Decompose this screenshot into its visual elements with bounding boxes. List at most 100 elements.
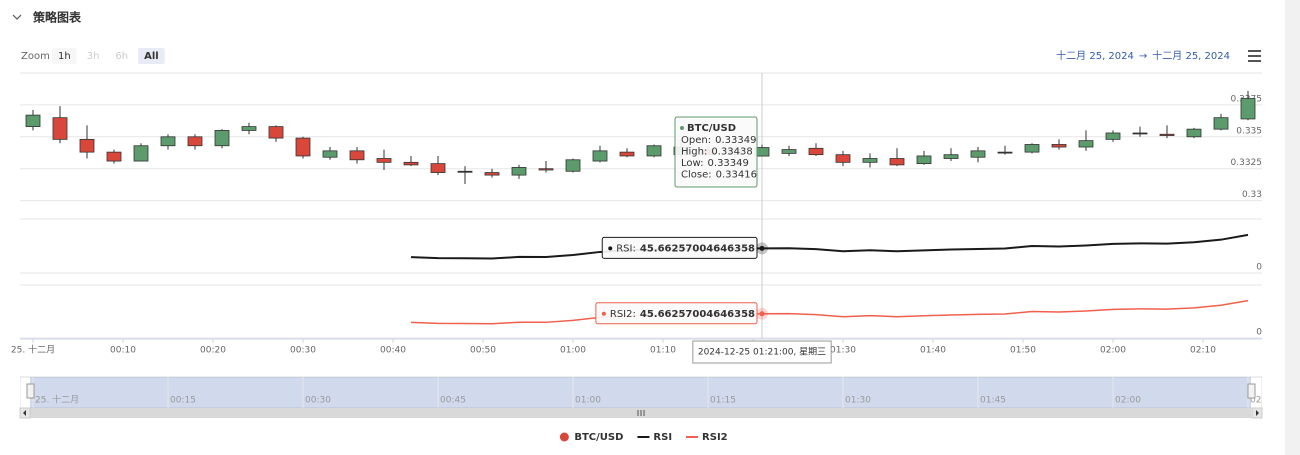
hover-marker xyxy=(759,311,765,317)
tooltip-sep: : xyxy=(632,309,635,320)
navigator-label: 01:00 xyxy=(575,396,601,406)
tooltip-row: Open: 0.33349 xyxy=(681,135,756,146)
tooltip-box xyxy=(601,236,758,259)
zoom-button-label[interactable]: 1h xyxy=(58,51,71,62)
tooltip-value: 45.66257004646358 xyxy=(640,309,755,320)
candle-body xyxy=(133,145,149,162)
time-label: 2024-12-25 01:21:00, 星期三 xyxy=(698,347,826,358)
candle-body xyxy=(808,147,824,156)
y-tick-label: 0.33 xyxy=(1242,190,1262,200)
legend-label[interactable]: RSI xyxy=(653,432,672,443)
tooltip-sep: : xyxy=(700,158,703,169)
x-tick-label: 00:30 xyxy=(290,346,316,356)
candle-body xyxy=(970,150,986,158)
legend-label[interactable]: RSI2 xyxy=(702,432,728,443)
tooltip-value: 0.33349 xyxy=(715,135,756,146)
tooltip-sep: : xyxy=(632,243,635,254)
hover-marker xyxy=(759,245,765,251)
date-range-part[interactable]: → xyxy=(1139,51,1147,62)
tooltip-value: 45.66257004646358 xyxy=(640,243,755,254)
tooltip-box xyxy=(674,116,758,188)
candle-body xyxy=(565,159,581,172)
candle-body xyxy=(511,167,527,176)
candle-body xyxy=(241,126,257,131)
scrollbar-thumb[interactable] xyxy=(30,408,1251,418)
date-range-part[interactable]: 十二月 25, 2024 xyxy=(1152,49,1230,62)
x-tick-label: 01:00 xyxy=(560,346,586,356)
candle-body xyxy=(52,117,68,140)
candle-body xyxy=(1132,132,1148,135)
zoom-button[interactable] xyxy=(52,48,77,64)
tooltip-row: High: 0.33438 xyxy=(681,147,753,158)
navigator-label: 02:15 xyxy=(1250,396,1276,406)
candle-body xyxy=(862,158,878,163)
y-tick-label: 0 xyxy=(1256,263,1262,273)
section-title: 策略图表 xyxy=(33,10,82,25)
zoom-button[interactable] xyxy=(80,48,106,64)
tooltip-dot xyxy=(601,311,606,316)
scrollbar-arrow xyxy=(23,410,26,416)
zoom-button-label[interactable]: 6h xyxy=(115,51,128,62)
x-tick-label: 02:00 xyxy=(1100,346,1126,356)
candle-body xyxy=(295,137,311,157)
side-strip xyxy=(1285,0,1300,455)
navigator-label: 01:30 xyxy=(845,396,871,406)
candle-body xyxy=(997,151,1013,154)
series-tooltip: RSI: 45.66257004646358 xyxy=(601,236,758,259)
navigator-handle[interactable] xyxy=(1247,383,1256,399)
zoom-button[interactable] xyxy=(138,48,165,64)
tooltip-field: Close xyxy=(681,170,708,181)
candle-body xyxy=(403,161,419,166)
date-range[interactable]: 十二月 25, 2024 → 十二月 25, 2024 xyxy=(1056,49,1230,62)
navigator-mask[interactable] xyxy=(30,377,1251,408)
tooltip-field: Open xyxy=(681,135,708,146)
candle-body xyxy=(1078,140,1094,148)
tooltip-text: RSI: 45.66257004646358 xyxy=(616,243,755,254)
series-tooltip: RSI2: 45.66257004646358 xyxy=(595,302,758,325)
navigator-label: 00:30 xyxy=(305,396,331,406)
candle-body xyxy=(79,138,95,153)
tooltip-sep: : xyxy=(708,135,711,146)
candle-body xyxy=(592,150,608,162)
candle-body xyxy=(322,150,338,158)
tooltip-field: Low xyxy=(681,158,701,169)
tooltip-row: Low: 0.33349 xyxy=(681,158,749,169)
tooltip-field: High xyxy=(681,147,704,158)
candle-body xyxy=(781,149,797,154)
tooltip-box xyxy=(692,340,832,364)
candle-body xyxy=(214,130,230,147)
scrollbar-arrow xyxy=(1256,410,1259,416)
candle-body xyxy=(1051,144,1067,148)
y-tick-label: 0.335 xyxy=(1236,126,1262,136)
candle-body xyxy=(538,168,554,171)
tooltip-value: 0.33349 xyxy=(708,158,749,169)
y-tick-label: 0.3325 xyxy=(1231,158,1263,168)
time-tooltip: 2024-12-25 01:21:00, 星期三 xyxy=(692,340,832,364)
candle-body xyxy=(25,114,41,128)
candle-body xyxy=(349,150,365,161)
line-series xyxy=(410,233,1249,260)
zoom-button[interactable] xyxy=(109,48,135,64)
candle-body xyxy=(1024,144,1040,153)
line-series xyxy=(410,299,1249,325)
tooltip-dot xyxy=(608,246,613,251)
collapse-icon[interactable] xyxy=(12,14,22,20)
tooltip-value: 0.33416 xyxy=(716,170,757,181)
zoom-button-label[interactable]: 3h xyxy=(87,51,100,62)
navigator-label: 25. 十二月 xyxy=(35,394,79,406)
menu-icon[interactable] xyxy=(1248,50,1261,62)
candle-body xyxy=(1213,117,1229,130)
zoom-label: Zoom xyxy=(21,51,50,62)
x-tick-label: 02:10 xyxy=(1190,346,1216,356)
date-range-part[interactable]: 十二月 25, 2024 xyxy=(1056,49,1134,62)
x-tick-label: 01:30 xyxy=(830,346,856,356)
legend-symbol[interactable] xyxy=(559,432,569,442)
tooltip-value: 0.33438 xyxy=(711,147,752,158)
navigator-handle[interactable] xyxy=(26,383,35,399)
tooltip-text: RSI2: 45.66257004646358 xyxy=(610,309,755,320)
navigator-bg xyxy=(20,376,1262,409)
candle-body xyxy=(1159,133,1175,136)
zoom-button-label[interactable]: All xyxy=(144,51,159,62)
legend-label[interactable]: BTC/USD xyxy=(574,432,623,443)
